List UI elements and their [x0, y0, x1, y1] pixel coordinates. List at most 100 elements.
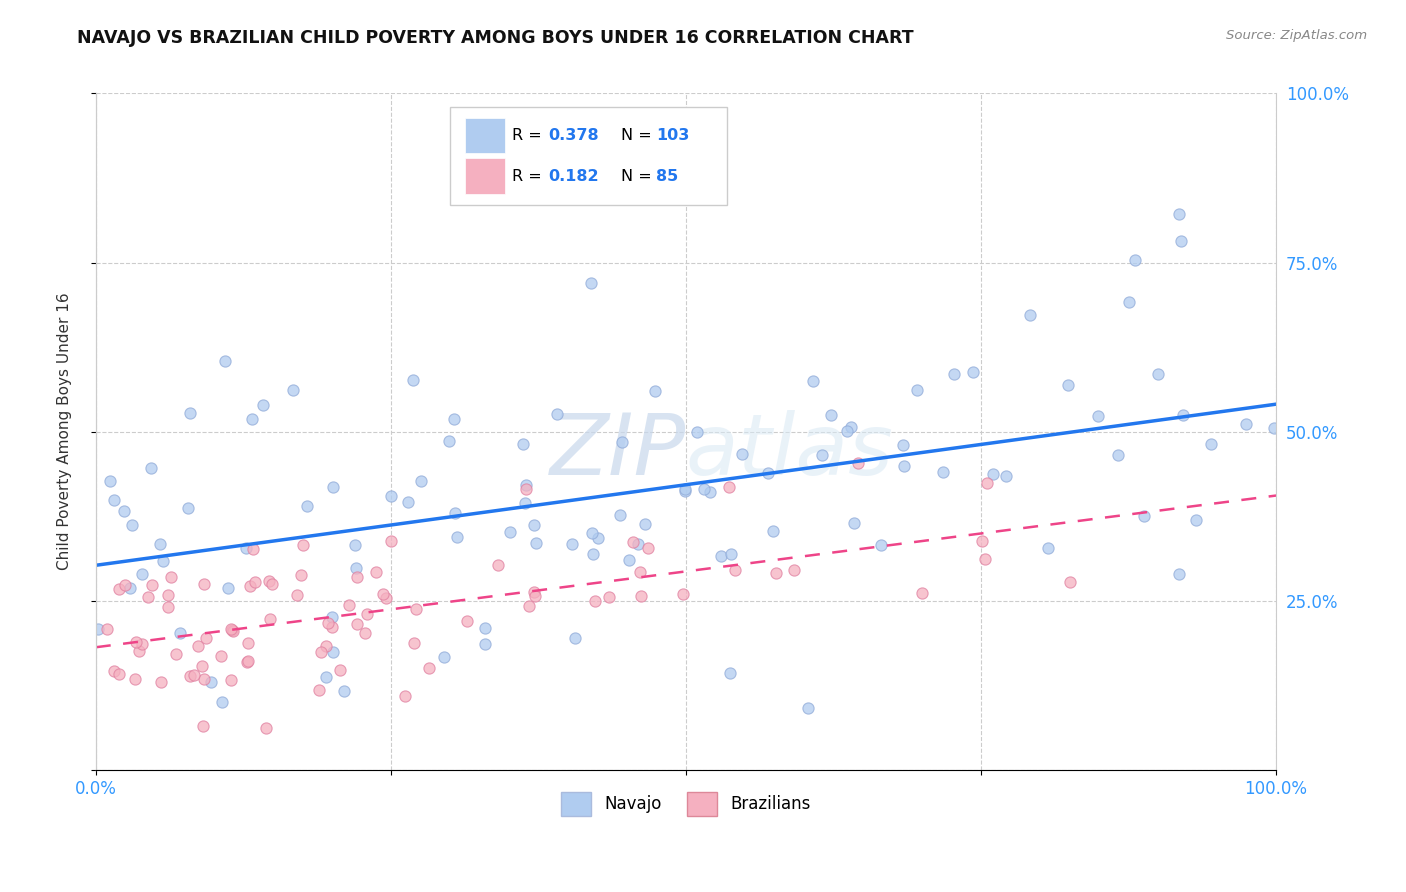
Point — [125, 635, 148, 649]
Point — [581, 276, 603, 290]
Point — [561, 537, 583, 551]
Point — [150, 674, 173, 689]
Point — [1118, 295, 1140, 310]
Text: NAVAJO VS BRAZILIAN CHILD POVERTY AMONG BOYS UNDER 16 CORRELATION CHART: NAVAJO VS BRAZILIAN CHILD POVERTY AMONG … — [77, 29, 914, 46]
Point — [524, 536, 547, 550]
Point — [322, 645, 344, 659]
Point — [136, 590, 159, 604]
Point — [121, 518, 143, 533]
Point — [846, 456, 869, 470]
Point — [762, 524, 785, 538]
Point — [191, 719, 214, 733]
Point — [156, 600, 179, 615]
Point — [315, 670, 337, 684]
Point — [211, 695, 233, 709]
Text: 85: 85 — [657, 169, 679, 184]
Point — [765, 566, 787, 580]
Point — [309, 645, 332, 659]
Point — [943, 368, 966, 382]
Point — [236, 654, 259, 668]
Point — [621, 535, 644, 549]
Point — [214, 354, 236, 368]
Point — [820, 409, 842, 423]
Point — [983, 467, 1005, 481]
Point — [1087, 409, 1109, 423]
Point — [131, 637, 153, 651]
Point — [630, 589, 652, 603]
Text: R =: R = — [512, 128, 547, 144]
Point — [380, 534, 402, 549]
Point — [962, 365, 984, 379]
Point — [374, 591, 396, 606]
Point — [242, 542, 264, 557]
Point — [239, 579, 262, 593]
Point — [346, 616, 368, 631]
Point — [291, 538, 314, 552]
Point — [257, 574, 280, 588]
Point — [970, 534, 993, 549]
Point — [96, 622, 118, 636]
Point — [405, 601, 427, 615]
Point — [1199, 437, 1222, 451]
Point — [195, 631, 218, 645]
Legend: Navajo, Brazilians: Navajo, Brazilians — [554, 786, 817, 822]
Point — [373, 587, 395, 601]
Point — [1133, 508, 1156, 523]
Point — [1057, 378, 1080, 392]
Point — [191, 659, 214, 673]
Text: 0.378: 0.378 — [548, 128, 599, 144]
Point — [523, 518, 546, 533]
Point — [634, 517, 657, 532]
Point — [322, 480, 344, 494]
Point — [169, 626, 191, 640]
Point — [731, 447, 754, 461]
Point — [720, 547, 742, 561]
Point — [444, 507, 467, 521]
Point — [418, 661, 440, 675]
Y-axis label: Child Poverty Among Boys Under 16: Child Poverty Among Boys Under 16 — [58, 293, 72, 571]
Point — [193, 672, 215, 686]
Point — [179, 669, 201, 683]
Point — [844, 516, 866, 530]
Point — [870, 537, 893, 551]
Point — [240, 411, 263, 425]
FancyBboxPatch shape — [450, 107, 727, 205]
Point — [673, 484, 696, 499]
Point — [546, 408, 568, 422]
Point — [337, 598, 360, 612]
Point — [617, 553, 640, 567]
Point — [612, 435, 634, 450]
Point — [512, 437, 534, 451]
Point — [402, 635, 425, 649]
Point — [295, 500, 318, 514]
Point — [756, 467, 779, 481]
Point — [1019, 308, 1042, 322]
Point — [315, 639, 337, 653]
Point — [1059, 574, 1081, 589]
Point — [222, 624, 245, 638]
Point — [581, 525, 603, 540]
Point — [344, 560, 367, 574]
Point — [782, 563, 804, 577]
Point — [380, 489, 402, 503]
Point — [98, 474, 121, 488]
Point — [356, 607, 378, 621]
Point — [353, 626, 375, 640]
Point — [183, 668, 205, 682]
Point — [1123, 252, 1146, 267]
Point — [724, 563, 747, 577]
Point — [1107, 448, 1129, 462]
Point — [219, 622, 242, 636]
Point — [499, 525, 522, 540]
Point — [308, 683, 330, 698]
Point — [187, 640, 209, 654]
Point — [402, 372, 425, 386]
Point — [718, 480, 741, 494]
Point — [443, 411, 465, 425]
Point — [128, 644, 150, 658]
Text: 0.182: 0.182 — [548, 169, 599, 184]
Point — [329, 664, 352, 678]
Point — [159, 570, 181, 584]
Point — [236, 636, 259, 650]
Point — [254, 722, 277, 736]
